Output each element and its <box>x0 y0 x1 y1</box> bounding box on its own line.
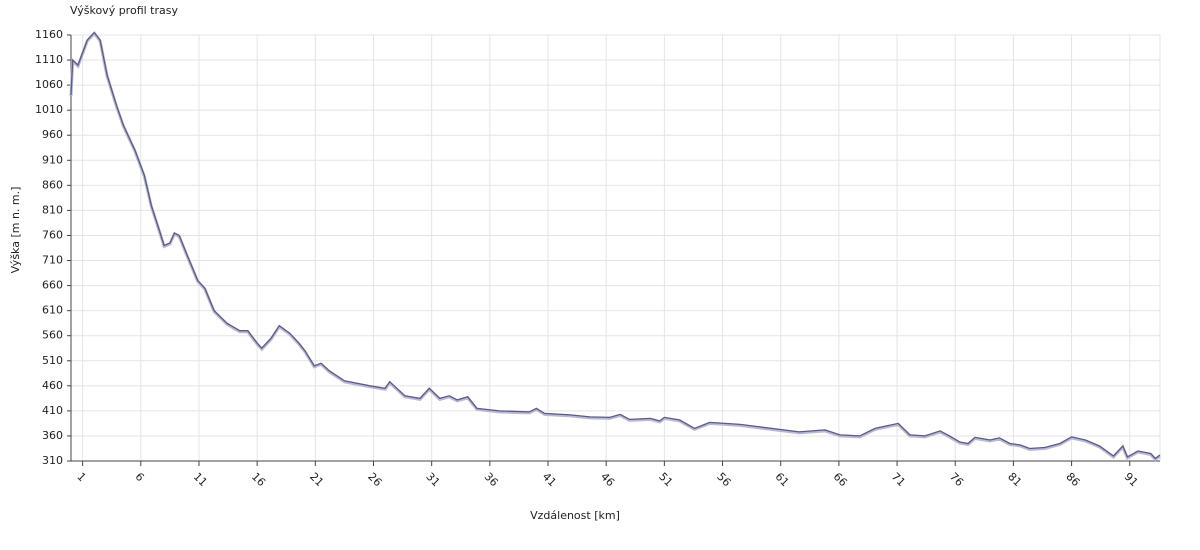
elevation-line-shadow <box>69 31 1161 462</box>
y-tick-label: 460 <box>42 379 63 392</box>
y-tick-label: 360 <box>42 429 63 442</box>
y-tick-label: 1060 <box>35 78 63 91</box>
y-tick-label: 760 <box>42 228 63 241</box>
y-tick-label: 710 <box>42 254 63 267</box>
x-tick-label: 56 <box>714 470 733 489</box>
y-tick-label: 860 <box>42 178 63 191</box>
y-tick-label: 610 <box>42 304 63 317</box>
x-tick-label: 81 <box>1005 470 1024 489</box>
x-tick-label: 91 <box>1122 470 1141 489</box>
elevation-line <box>70 31 1161 460</box>
x-tick-label: 11 <box>191 470 210 489</box>
y-axis-label: Výška [m n. m.] <box>9 187 22 274</box>
x-tick-label: 51 <box>656 470 675 489</box>
y-tick-label: 1110 <box>35 53 63 66</box>
x-tick-label: 16 <box>249 470 268 489</box>
x-tick-label: 21 <box>307 470 326 489</box>
x-tick-label: 6 <box>133 470 147 484</box>
y-tick-label: 410 <box>42 404 63 417</box>
x-tick-label: 1 <box>74 470 88 484</box>
y-tick-label: 510 <box>42 354 63 367</box>
chart-title: Výškový profil trasy <box>70 4 178 17</box>
y-tick-label: 1010 <box>35 103 63 116</box>
y-tick-label: 310 <box>42 454 63 467</box>
x-tick-label: 26 <box>365 470 384 489</box>
x-tick-label: 61 <box>772 470 791 489</box>
y-tick-label: 1160 <box>35 28 63 41</box>
x-tick-label: 41 <box>540 470 559 489</box>
y-tick-label: 560 <box>42 329 63 342</box>
x-tick-label: 46 <box>598 470 617 489</box>
x-tick-label: 71 <box>889 470 908 489</box>
y-tick-label: 910 <box>42 153 63 166</box>
x-tick-label: 76 <box>947 470 966 489</box>
x-tick-label: 86 <box>1063 470 1082 489</box>
x-tick-label: 36 <box>482 470 501 489</box>
y-tick-label: 660 <box>42 279 63 292</box>
x-tick-label: 66 <box>831 470 850 489</box>
y-tick-label: 960 <box>42 128 63 141</box>
y-tick-label: 810 <box>42 203 63 216</box>
plot-area <box>70 34 1161 462</box>
x-tick-label: 31 <box>423 470 442 489</box>
x-axis-label: Vzdálenost [km] <box>530 509 620 522</box>
